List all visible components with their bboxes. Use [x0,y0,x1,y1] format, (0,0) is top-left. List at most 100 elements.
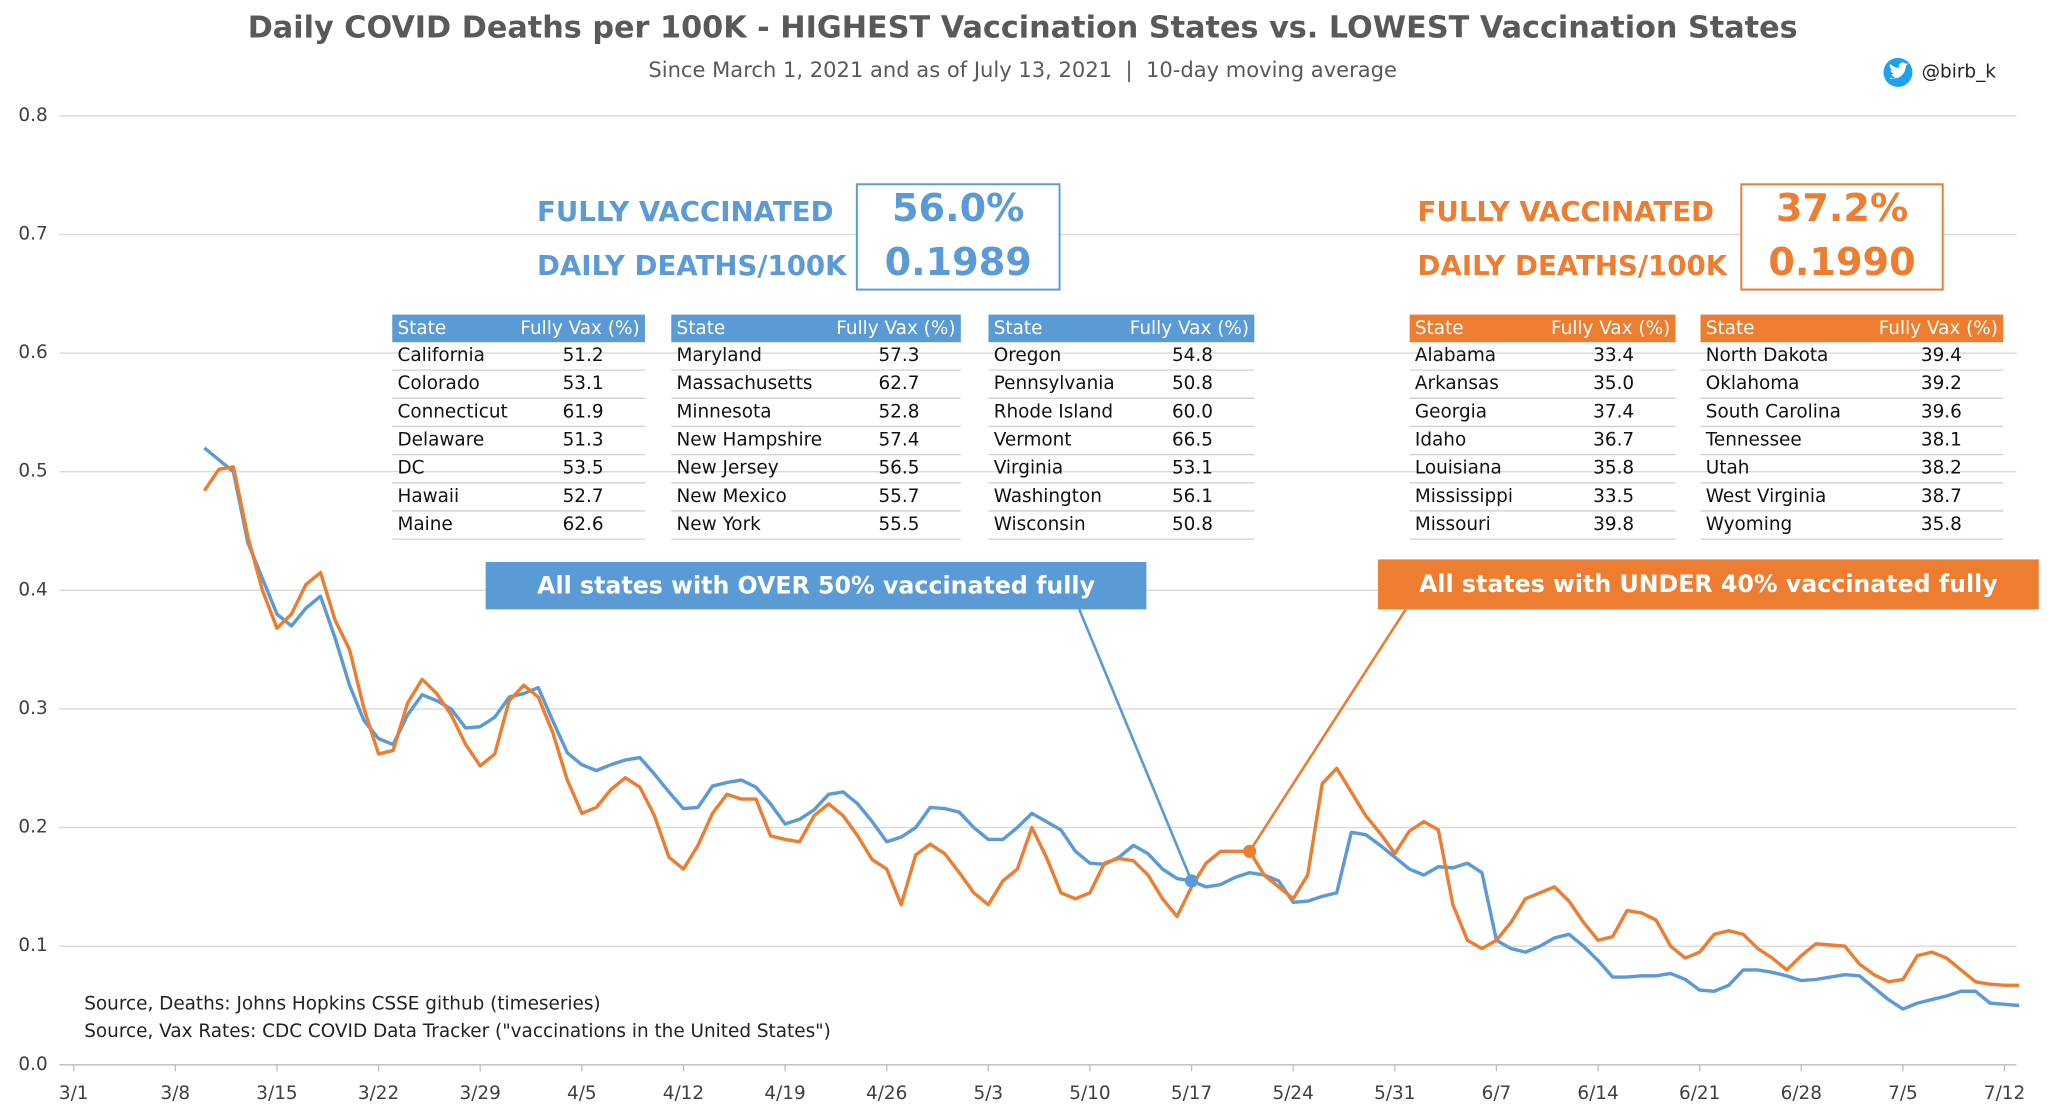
table-header [671,314,961,343]
table-cell: Tennessee [1705,430,1802,451]
x-tick-label: 6/14 [1577,1083,1618,1104]
table-cell: South Carolina [1706,401,1841,422]
table-cell: 52.8 [878,401,919,422]
table-cell: Virginia [994,458,1063,479]
callout-leader [1248,608,1407,853]
y-tick-label: 0.2 [18,817,47,838]
y-tick-label: 0.5 [18,461,47,482]
x-tick-label: 7/5 [1888,1083,1918,1104]
table-header-cell: Fully Vax (%) [520,318,639,339]
source-note: Source, Vax Rates: CDC COVID Data Tracke… [84,1021,831,1042]
table-cell: Wyoming [1706,514,1792,535]
x-tick-label: 6/21 [1679,1083,1720,1104]
table-cell: 51.3 [563,430,604,451]
table-cell: 53.1 [1172,458,1213,479]
x-tick-label: 7/12 [1984,1083,2025,1104]
y-tick-label: 0.0 [18,1054,47,1075]
x-tick-label: 4/12 [663,1083,704,1104]
table-cell: Massachusetts [677,373,813,394]
x-tick-label: 4/5 [567,1083,597,1104]
table-cell: 39.4 [1921,345,1962,366]
table-cell: Pennsylvania [994,373,1115,394]
table-header-cell: Fully Vax (%) [1130,318,1249,339]
table-cell: Hawaii [397,486,459,507]
summary-label: FULLY VACCINATED [537,195,834,228]
summary-value: 37.2% [1776,186,1908,230]
table-header-cell: State [994,318,1043,339]
callout-box [1378,559,2039,610]
highlight-point [1243,844,1257,858]
table-cell: 56.5 [878,458,919,479]
x-tick-label: 3/15 [256,1083,297,1104]
table-cell: 35.0 [1593,373,1634,394]
table-cell: 60.0 [1172,401,1213,422]
source-note: Source, Deaths: Johns Hopkins CSSE githu… [84,993,600,1014]
table-cell: Alabama [1415,345,1496,366]
table-header [1700,314,2004,343]
table-cell: Louisiana [1415,458,1502,479]
y-tick-label: 0.8 [18,105,47,126]
callout-leader [1078,608,1193,882]
table-cell: 62.6 [563,514,604,535]
table-cell: Idaho [1415,430,1466,451]
table-header-cell: Fully Vax (%) [836,318,955,339]
table-cell: 39.8 [1593,514,1634,535]
table-cell: Arkansas [1415,373,1499,394]
summary-label: DAILY DEATHS/100K [537,249,848,282]
summary-label: FULLY VACCINATED [1418,195,1715,228]
table-cell: 61.9 [563,401,604,422]
table-cell: 35.8 [1921,514,1962,535]
table-cell: 55.7 [878,486,919,507]
table-cell: 55.5 [878,514,919,535]
x-tick-label: 3/29 [460,1083,501,1104]
table-cell: 37.4 [1593,401,1634,422]
table-header-cell: Fully Vax (%) [1879,318,1998,339]
table-cell: 33.5 [1593,486,1634,507]
table-cell: Wisconsin [994,514,1086,535]
y-tick-label: 0.3 [18,698,47,719]
table-cell: 50.8 [1172,373,1213,394]
table-cell: 39.6 [1921,401,1962,422]
x-tick-label: 5/24 [1273,1083,1314,1104]
table-cell: Connecticut [397,401,507,422]
y-tick-label: 0.7 [18,223,47,244]
table-cell: New Hampshire [677,430,823,451]
summary-label: DAILY DEATHS/100K [1418,249,1729,282]
x-tick-label: 5/10 [1069,1083,1110,1104]
table-cell: 50.8 [1172,514,1213,535]
legend-label: All states with OVER 50% vaccinated full… [537,572,1095,600]
table-cell: Utah [1706,458,1750,479]
table-cell: DC [397,458,424,479]
table-cell: West Virginia [1706,486,1827,507]
table-cell: Colorado [397,373,479,394]
callout-box [485,562,1147,610]
table-cell: 53.1 [563,373,604,394]
table-cell: North Dakota [1706,345,1829,366]
table-cell: Vermont [994,430,1072,451]
x-tick-label: 5/31 [1374,1083,1415,1104]
table-cell: 66.5 [1172,430,1213,451]
table-cell: 33.4 [1593,345,1634,366]
table-cell: 52.7 [563,486,604,507]
table-cell: 51.2 [563,345,604,366]
twitter-bird [1889,62,1909,79]
table-cell: New Mexico [677,486,787,507]
x-tick-label: 6/28 [1781,1083,1822,1104]
table-cell: Oregon [994,345,1062,366]
table-cell: Oklahoma [1706,373,1800,394]
table-header [988,314,1255,343]
x-tick-label: 4/19 [764,1083,805,1104]
chart-subtitle: Since March 1, 2021 and as of July 13, 2… [648,57,1397,83]
table-cell: 38.1 [1921,430,1962,451]
table-cell: 38.7 [1921,486,1962,507]
table-cell: 38.2 [1921,458,1962,479]
table-cell: 53.5 [563,458,604,479]
table-cell: California [397,345,484,366]
table-cell: Rhode Island [994,401,1113,422]
table-cell: Georgia [1415,401,1487,422]
summary-value: 56.0% [892,186,1024,230]
table-cell: 57.3 [878,345,919,366]
chart-title: Daily COVID Deaths per 100K - HIGHEST Va… [248,10,1798,45]
table-cell: 35.8 [1593,458,1634,479]
